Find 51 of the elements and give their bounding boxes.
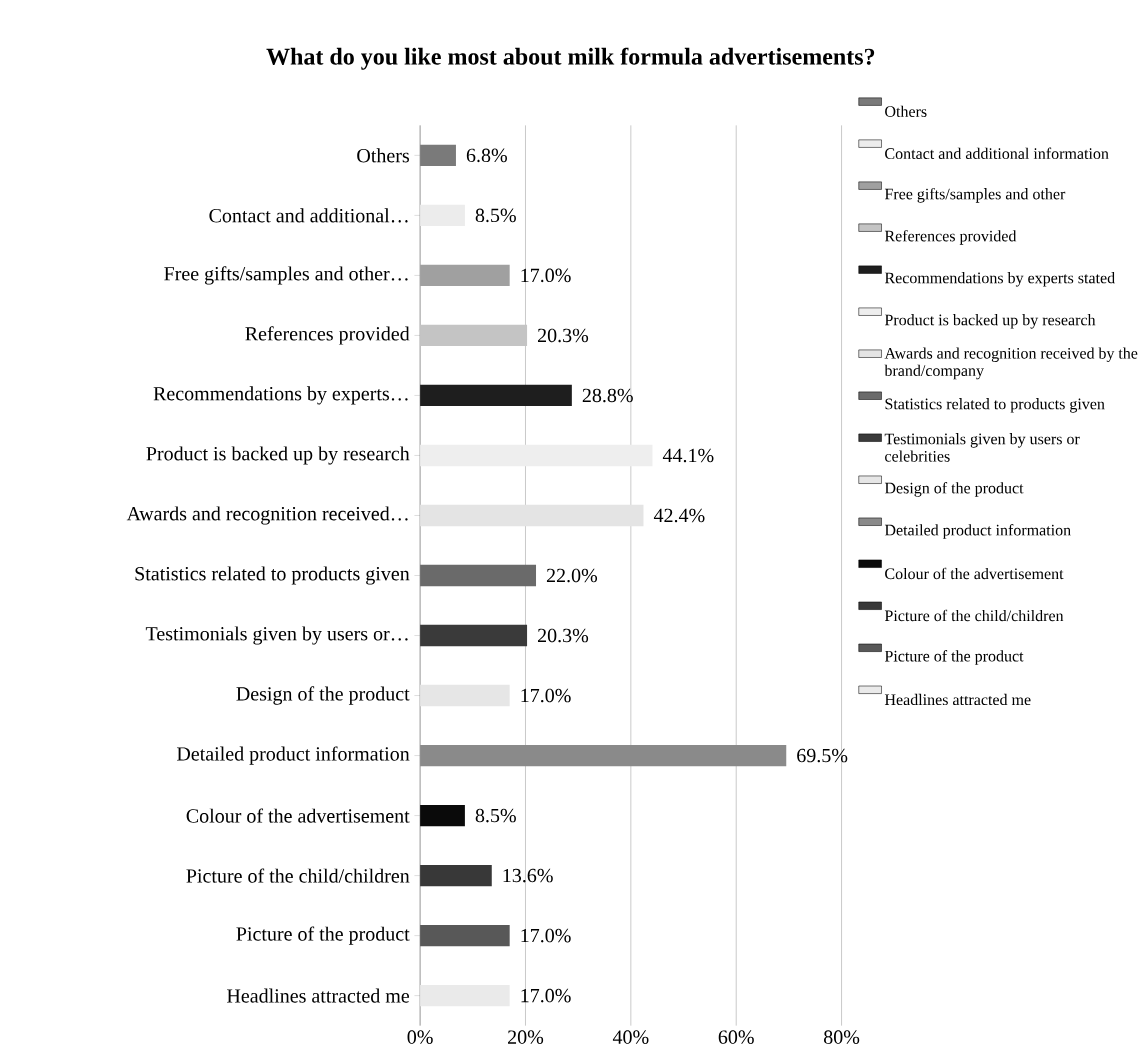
x-tick-label: 40% [612,1030,649,1044]
y-tick-label: Product is backed up by research [146,446,410,465]
legend-label: Picture of the child/children [884,609,1064,622]
data-label: 20.3% [537,328,589,343]
y-tick-label: Recommendations by experts… [153,386,408,405]
legend-label: Contact and additional information [885,147,1109,160]
y-tick-label: References provided [245,326,410,345]
legend-label: Awards and recognition received by the brand/company [884,347,1138,380]
x-tick-label: 60% [718,1030,754,1044]
legend-label: Detailed product information [884,524,1071,539]
y-tick-label: Detailed product information [176,746,410,765]
data-label: 17.0% [521,688,571,703]
chart-title: What do you like most about milk formula advertisements? [266,47,875,70]
data-label: 8.5% [475,208,516,223]
x-tick-label: 0% [407,1030,433,1044]
data-label: 28.8% [582,388,633,403]
y-tick-label: Statistics related to products given [135,566,410,585]
legend-label: Statistics related to products given [885,398,1105,413]
y-tick-label: Testimonials given by users or… [145,626,408,645]
data-label: 42.4% [653,508,705,523]
legend-label: Others [885,105,927,117]
data-label: 17.0% [521,268,571,283]
y-tick-label: Colour of the advertisement [186,808,410,823]
legend-label: Testimonials given by users or celebrities [884,433,1080,462]
data-label: 69.5% [797,748,848,763]
legend-label: References provided [884,230,1017,245]
y-tick-label: Contact and additional… [209,208,408,223]
data-label: 17.0% [521,988,571,1003]
data-label: 17.0% [521,928,571,943]
legend-label: Design of the product [884,482,1024,497]
data-label: 44.1% [662,448,714,463]
y-tick-label: Design of the product [236,686,410,705]
data-label: 22.0% [546,568,598,583]
legend-label: Recommendations by experts stated [884,272,1115,287]
legend-label: Headlines attracted me [884,693,1031,706]
y-tick-label: Picture of the child/children [186,868,410,883]
legend-label: Free gifts/samples and other [884,187,1066,203]
legend-label: Colour of the advertisement [885,567,1064,580]
legend-label: Product is backed up by research [884,314,1096,329]
y-tick-label: Others [357,148,409,163]
legend-label: Picture of the product [884,650,1024,665]
data-label: 13.6% [503,868,553,883]
y-tick-label: Picture of the product [236,926,410,945]
y-tick-label: Free gifts/samples and other… [164,266,408,285]
y-tick-label: Headlines attracted me [227,988,410,1003]
y-tick-label: Awards and recognition received… [126,506,408,525]
data-label: 20.3% [537,628,589,643]
x-tick-label: 20% [508,1030,544,1044]
data-label: 8.5% [475,808,516,823]
data-label: 6.8% [466,148,507,163]
x-tick-label: 80% [823,1030,860,1044]
